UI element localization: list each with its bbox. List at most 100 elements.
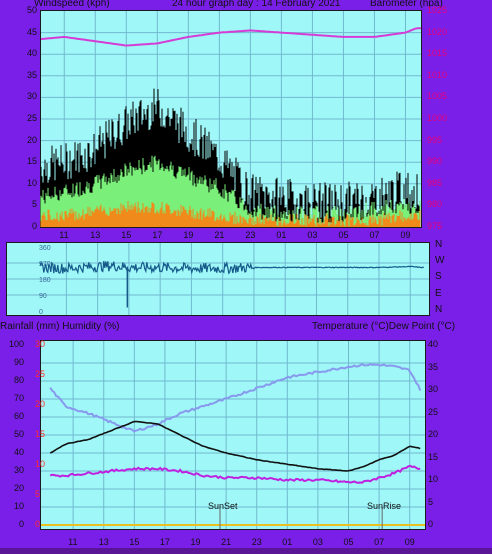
windspeed-tick-label: 20 bbox=[27, 134, 38, 145]
humidity-line bbox=[49, 362, 422, 433]
humidity-tick-label: 30 bbox=[14, 465, 25, 475]
wind-direction-svg: 360 270 180 90 0 bbox=[7, 243, 429, 316]
temperature-x-tick-label: 15 bbox=[129, 537, 140, 547]
temperature-tick-label: 20 bbox=[428, 429, 439, 439]
temperature-x-tick-label: 13 bbox=[98, 537, 109, 547]
temperature-tick-label: 10 bbox=[428, 474, 439, 484]
barometer-tick-label: 1005 bbox=[427, 91, 448, 102]
temperature-x-tick-label: 17 bbox=[159, 537, 170, 547]
direction-degree-label: 360 bbox=[39, 245, 51, 252]
barometer-line bbox=[40, 27, 421, 47]
wind-x-tick-label: 23 bbox=[245, 230, 256, 240]
humidity-tick-label: 0 bbox=[19, 519, 25, 529]
direction-panel-frame bbox=[6, 242, 430, 316]
wind-x-tick-label: 19 bbox=[183, 230, 194, 240]
windspeed-tick-label: 5 bbox=[32, 199, 38, 210]
wind-direction-plot: 360 270 180 90 0 bbox=[7, 243, 429, 316]
direction-label-e: E bbox=[435, 288, 442, 299]
temperature-x-tick-label: 11 bbox=[68, 537, 78, 547]
windspeed-tick-label: 45 bbox=[27, 26, 38, 37]
wind-x-tick-label: 09 bbox=[400, 230, 411, 240]
wind-x-tick-label: 11 bbox=[59, 230, 69, 240]
windspeed-tick-label: 0 bbox=[32, 221, 38, 231]
humidity-tick-label: 60 bbox=[14, 411, 25, 421]
rainfall-humidity-axis-title: Rainfall (mm) Humidity (%) bbox=[0, 321, 120, 332]
direction-label-s: S bbox=[435, 271, 442, 282]
temperature-x-tick-label: 01 bbox=[282, 537, 293, 547]
windspeed-tick-label: 10 bbox=[27, 177, 38, 188]
humidity-tick-label: 40 bbox=[14, 447, 25, 457]
wind-panel-frame bbox=[40, 10, 422, 228]
temperature-humidity-plot bbox=[41, 341, 425, 529]
sunrise-label: SunRise bbox=[367, 501, 402, 511]
temperature-tick-label: 15 bbox=[428, 451, 439, 462]
temperature-panel-frame bbox=[40, 340, 426, 530]
wind-x-tick-label: 07 bbox=[369, 230, 380, 240]
direction-label-n-bottom: N bbox=[435, 304, 443, 315]
barometer-tick-label: 980 bbox=[427, 199, 443, 210]
graph-date-title: 24 hour graph day : 14 February 2021 bbox=[172, 0, 341, 9]
temperature-x-tick-label: 23 bbox=[251, 537, 262, 547]
dewpoint-line bbox=[49, 464, 421, 484]
temperature-humidity-svg bbox=[41, 341, 425, 529]
sunset-label: SunSet bbox=[208, 501, 238, 511]
windspeed-tick-label: 50 bbox=[27, 5, 38, 15]
direction-degree-label: 270 bbox=[39, 261, 51, 268]
humidity-tick-label: 50 bbox=[14, 429, 25, 439]
rainfall-tick-label: 20 bbox=[35, 399, 46, 409]
wind-x-tick-label: 03 bbox=[307, 230, 318, 240]
temperature-line bbox=[49, 420, 421, 472]
barometer-tick-label: 1015 bbox=[427, 48, 448, 59]
rainfall-tick-label: 10 bbox=[35, 459, 46, 469]
barometer-tick-label: 975 bbox=[427, 221, 443, 231]
windspeed-axis-title: Windspeed (kph) bbox=[34, 0, 110, 9]
rainfall-tick-label: 30 bbox=[35, 339, 46, 349]
wind-x-tick-label: 05 bbox=[338, 230, 349, 240]
barometer-tick-label: 1010 bbox=[427, 69, 448, 80]
temperature-x-tick-label: 05 bbox=[343, 537, 354, 547]
humidity-tick-label: 80 bbox=[14, 375, 25, 385]
rainfall-tick-label: 0 bbox=[35, 519, 41, 529]
direction-degree-label: 90 bbox=[39, 293, 47, 300]
windspeed-tick-label: 40 bbox=[27, 48, 38, 59]
wind-x-tick-label: 15 bbox=[121, 230, 132, 240]
humidity-tick-label: 100 bbox=[9, 339, 25, 349]
windspeed-tick-label: 35 bbox=[27, 69, 38, 80]
temperature-tick-label: 25 bbox=[428, 406, 439, 417]
barometer-tick-label: 995 bbox=[427, 134, 443, 145]
rainfall-tick-label: 15 bbox=[35, 429, 46, 439]
direction-degree-label: 180 bbox=[39, 277, 51, 284]
temperature-x-tick-label: 19 bbox=[190, 537, 201, 547]
direction-label-n-top: N bbox=[435, 239, 443, 250]
wind-x-tick-label: 13 bbox=[90, 230, 101, 240]
barometer-tick-label: 985 bbox=[427, 177, 443, 188]
direction-degree-label: 0 bbox=[39, 309, 43, 316]
direction-label-w: W bbox=[435, 255, 445, 266]
temperature-tick-label: 40 bbox=[428, 339, 439, 349]
barometer-tick-label: 990 bbox=[427, 156, 443, 167]
barometer-tick-label: 1020 bbox=[427, 26, 448, 37]
windspeed-tick-label: 15 bbox=[27, 156, 38, 167]
temperature-x-tick-label: 03 bbox=[312, 537, 323, 547]
wind-series-group bbox=[40, 88, 421, 227]
wind-x-tick-label: 17 bbox=[152, 230, 163, 240]
wind-barometer-svg bbox=[40, 11, 421, 227]
temperature-dewpoint-axis-title: Temperature (°C)Dew Point (°C) bbox=[312, 321, 456, 332]
temperature-tick-label: 5 bbox=[428, 496, 434, 507]
barometer-tick-label: 1025 bbox=[427, 5, 448, 15]
temperature-x-tick-label: 07 bbox=[374, 537, 385, 547]
barometer-tick-label: 1000 bbox=[427, 113, 448, 123]
temperature-tick-label: 0 bbox=[428, 519, 434, 529]
temperature-tick-label: 30 bbox=[428, 384, 439, 394]
temperature-tick-label: 35 bbox=[428, 361, 439, 372]
humidity-tick-label: 70 bbox=[14, 393, 25, 403]
windspeed-tick-label: 30 bbox=[27, 91, 38, 102]
wind-barometer-plot bbox=[40, 11, 421, 227]
wind-x-tick-label: 21 bbox=[214, 230, 225, 240]
windspeed-tick-label: 25 bbox=[27, 113, 38, 123]
rainfall-tick-label: 25 bbox=[35, 369, 46, 379]
rainfall-tick-label: 5 bbox=[35, 489, 41, 499]
barometer-axis-title: Barometer (hpa) bbox=[370, 0, 443, 9]
wind-x-tick-label: 01 bbox=[276, 230, 287, 240]
